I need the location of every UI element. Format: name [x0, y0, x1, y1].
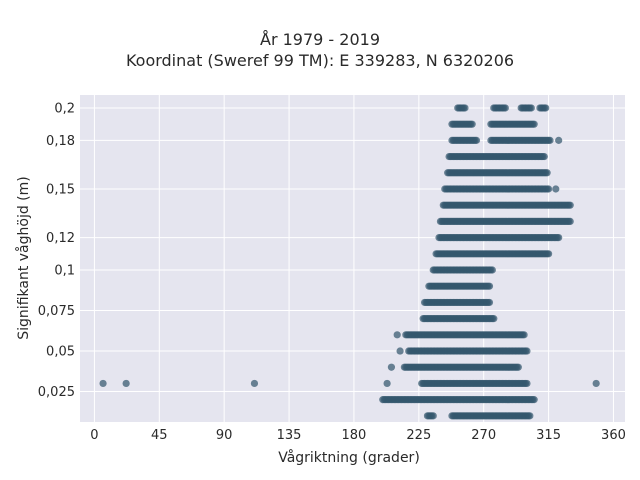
x-tick-label: 270 [471, 428, 496, 443]
y-axis-ticks: 0,025 0,05 0,075 0,1 0,12 0,15 0,18 0,2 [38, 101, 75, 400]
data-point [99, 379, 107, 388]
data-point [592, 379, 600, 388]
data-point [387, 363, 396, 371]
data-point [523, 379, 531, 388]
data-point [396, 347, 404, 355]
data-point [555, 136, 563, 144]
data-point [472, 136, 481, 144]
x-tick-label: 90 [216, 428, 233, 443]
data-point [250, 379, 259, 388]
y-axis-label: Signifikant våghöjd (m) [15, 176, 32, 339]
data-point [393, 331, 401, 339]
data-point [540, 152, 548, 161]
chart-title: År 1979 - 2019 [260, 30, 380, 49]
x-tick-label: 225 [406, 428, 431, 443]
data-point [488, 266, 496, 274]
data-point [468, 120, 476, 128]
x-axis-label: Vågriktning (grader) [278, 449, 420, 466]
y-tick-label: 0,05 [46, 345, 75, 360]
x-tick-label: 180 [342, 428, 367, 443]
data-point [527, 104, 535, 112]
data-point [461, 104, 469, 112]
y-tick-label: 0,2 [54, 101, 75, 116]
y-tick-label: 0,18 [46, 134, 75, 149]
data-point [523, 347, 531, 355]
data-point [543, 169, 551, 177]
y-tick-label: 0,15 [46, 182, 75, 197]
x-tick-label: 0 [90, 428, 98, 443]
data-point [530, 120, 538, 128]
data-point [544, 250, 553, 258]
data-point [544, 185, 553, 193]
data-point [514, 363, 522, 371]
data-point [429, 412, 437, 420]
y-tick-label: 0,1 [54, 264, 75, 279]
data-point [526, 412, 534, 420]
data-point [546, 136, 554, 144]
data-point [566, 217, 574, 225]
data-point [566, 201, 574, 209]
x-tick-label: 135 [277, 428, 302, 443]
data-point [485, 298, 494, 307]
data-point [552, 185, 560, 193]
plot-area [80, 95, 625, 422]
y-tick-label: 0,12 [46, 231, 75, 246]
x-tick-label: 360 [601, 428, 626, 443]
data-point [530, 396, 538, 404]
data-point [383, 379, 391, 388]
x-tick-label: 45 [151, 428, 168, 443]
data-point [501, 104, 509, 112]
data-point [490, 315, 498, 323]
y-tick-label: 0,075 [38, 304, 75, 319]
x-tick-label: 315 [536, 428, 561, 443]
x-axis-ticks: 0 45 90 135 180 225 270 315 360 [90, 428, 626, 443]
data-point [555, 233, 563, 242]
data-point [485, 282, 494, 290]
y-tick-label: 0,025 [38, 385, 75, 400]
data-point [542, 104, 550, 112]
chart-subtitle: Koordinat (Sweref 99 TM): E 339283, N 63… [125, 51, 515, 70]
data-point [122, 379, 130, 388]
data-point [520, 331, 528, 339]
data-points [99, 104, 600, 420]
